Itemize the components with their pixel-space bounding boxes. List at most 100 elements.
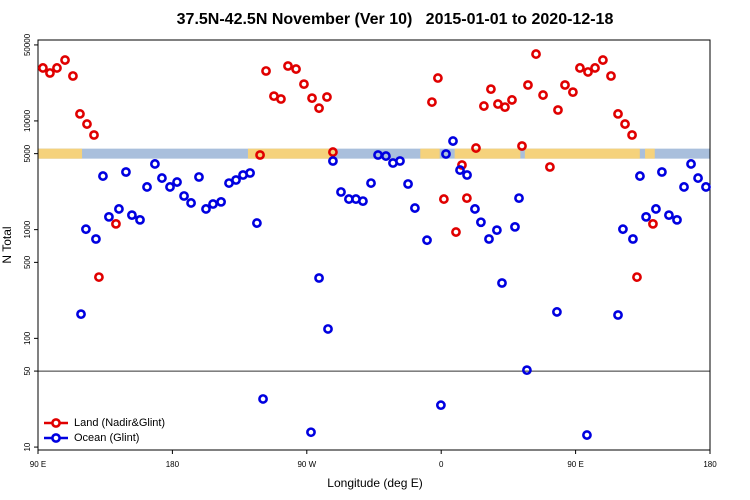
point — [433, 73, 443, 83]
point — [462, 170, 472, 180]
point — [208, 199, 218, 209]
x-tick-label: 180 — [703, 460, 717, 469]
point — [641, 211, 651, 222]
chart-title: 37.5N-42.5N November (Ver 10) 2015-01-01… — [177, 11, 614, 28]
point — [510, 221, 520, 232]
y-tick-label: 50000 — [23, 33, 32, 56]
point — [606, 71, 616, 81]
y-tick-label: 500 — [23, 255, 32, 269]
x-tick-label: 90 E — [30, 460, 46, 469]
point — [252, 218, 262, 228]
point — [598, 55, 608, 65]
point — [255, 150, 265, 160]
plot-frame — [37, 39, 711, 451]
point — [60, 55, 70, 65]
x-tick-label: 90 W — [297, 460, 316, 469]
x-axis-label: Longitude (deg E) — [327, 476, 422, 490]
point — [651, 204, 661, 214]
point — [111, 218, 121, 229]
point — [455, 165, 465, 175]
y-tick-label: 10000 — [23, 109, 32, 132]
point — [150, 159, 160, 169]
point — [165, 182, 175, 192]
point — [448, 136, 458, 146]
point — [328, 156, 338, 166]
point — [438, 194, 449, 204]
point — [497, 278, 507, 288]
point — [91, 234, 101, 244]
point — [336, 187, 346, 197]
x-tick-label: 180 — [166, 460, 180, 469]
point — [410, 203, 420, 213]
point — [291, 64, 301, 74]
point — [403, 179, 413, 189]
point — [583, 67, 593, 77]
point — [514, 193, 524, 204]
point — [507, 95, 517, 105]
point — [523, 80, 533, 90]
point — [283, 61, 293, 71]
legend-label: Ocean (Glint) — [74, 432, 139, 444]
point — [201, 204, 211, 214]
y-tick-label: 5000 — [23, 144, 32, 162]
point — [648, 218, 658, 229]
point — [314, 103, 324, 114]
point — [328, 147, 338, 157]
point — [451, 227, 461, 237]
band-segment — [454, 148, 521, 159]
point — [89, 130, 99, 140]
point — [76, 309, 86, 320]
point — [75, 109, 85, 119]
y-tick-label: 10 — [23, 442, 32, 451]
point — [68, 71, 78, 81]
point — [441, 149, 451, 159]
point — [632, 272, 642, 282]
legend-box — [39, 414, 189, 448]
point — [500, 102, 510, 113]
point — [635, 171, 645, 181]
point — [471, 143, 481, 153]
y-axis-label: N Total — [0, 226, 14, 263]
point — [276, 94, 286, 104]
point — [545, 162, 555, 172]
point — [436, 400, 446, 411]
point — [553, 105, 563, 115]
point — [135, 214, 145, 225]
point — [358, 196, 368, 207]
point — [366, 178, 376, 188]
point — [142, 182, 152, 192]
point — [470, 204, 480, 214]
point — [568, 87, 578, 98]
point — [582, 430, 592, 440]
point — [299, 79, 309, 90]
point — [552, 307, 562, 317]
point — [657, 167, 667, 177]
y-tick-label: 1000 — [23, 220, 32, 238]
point — [664, 210, 674, 221]
y-tick-label: 100 — [23, 331, 32, 345]
point — [231, 175, 241, 185]
point — [38, 63, 48, 73]
point — [98, 171, 108, 181]
point — [701, 182, 711, 192]
point — [613, 310, 623, 320]
point — [216, 196, 226, 207]
point — [560, 80, 570, 90]
band-segment — [247, 148, 336, 159]
point — [94, 272, 104, 282]
point — [186, 198, 196, 208]
point — [81, 224, 91, 235]
point — [476, 217, 486, 228]
point — [258, 394, 268, 404]
point — [679, 182, 689, 192]
band-segment — [420, 148, 440, 159]
point — [422, 235, 432, 246]
legend-marker — [51, 418, 61, 428]
point — [693, 173, 703, 183]
band-segment — [645, 148, 655, 159]
point — [492, 225, 502, 236]
point — [127, 210, 137, 221]
band-segment — [38, 148, 83, 159]
point — [307, 93, 317, 104]
